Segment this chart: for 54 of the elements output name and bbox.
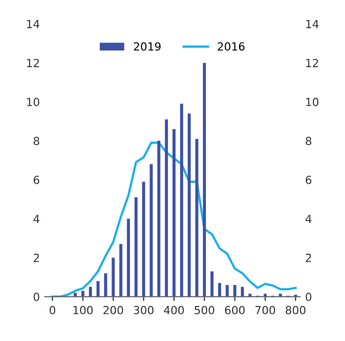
bar <box>142 182 146 297</box>
y2-tick-label: 12 <box>306 58 318 68</box>
bar <box>233 284 236 297</box>
bar <box>81 290 84 297</box>
x-tick-label: 300 <box>134 306 154 314</box>
x-tick-label: 400 <box>164 306 184 314</box>
bar <box>195 138 198 297</box>
y2-tick-label: 14 <box>306 20 319 28</box>
bar <box>172 129 176 297</box>
bar <box>278 294 282 297</box>
bar <box>218 283 222 297</box>
y2-tick-label: 10 <box>306 98 318 106</box>
line-series <box>51 142 297 297</box>
y-tick-label: 6 <box>34 176 40 184</box>
y2-tick-label: 6 <box>306 176 312 184</box>
y-tick-label: 4 <box>33 214 40 223</box>
bar <box>248 294 252 297</box>
bar <box>202 62 206 297</box>
bar <box>157 140 160 297</box>
x-tick-label: 100 <box>73 306 93 314</box>
x-tick-label: 600 <box>224 306 245 314</box>
x-tick-label: 800 <box>286 306 306 314</box>
bar <box>210 271 214 297</box>
bar <box>180 104 184 297</box>
bar <box>126 218 130 297</box>
x-tick-label: 200 <box>103 306 124 314</box>
legend-label: 2016 <box>218 42 245 51</box>
bar <box>112 258 115 297</box>
bar <box>164 119 168 297</box>
y2-tick-label: 8 <box>306 136 312 146</box>
y-tick-label: 10 <box>27 98 40 106</box>
bar <box>119 244 122 297</box>
bar <box>188 114 191 297</box>
bar <box>88 286 92 297</box>
y-tick-label: 14 <box>27 20 40 28</box>
bar <box>104 273 108 297</box>
x-tick-label: 500 <box>194 306 214 314</box>
x-tick-label: 0 <box>50 306 56 314</box>
y2-tick-label: 2 <box>306 254 311 262</box>
legend-label: 2019 <box>134 42 161 51</box>
y-tick-label: 0 <box>34 292 40 302</box>
bar <box>134 197 138 297</box>
y-tick-label: 12 <box>27 58 39 68</box>
bar <box>96 281 100 297</box>
y-tick-label: 2 <box>34 254 39 262</box>
y2-tick-label: 0 <box>306 292 312 302</box>
y2-tick-label: 4 <box>306 214 312 223</box>
bar <box>264 294 267 297</box>
bar <box>74 292 77 297</box>
bar <box>150 164 153 297</box>
bar <box>240 286 244 297</box>
bar <box>226 284 229 297</box>
x-tick-label: 700 <box>256 306 276 314</box>
y-tick-label: 8 <box>34 136 40 146</box>
